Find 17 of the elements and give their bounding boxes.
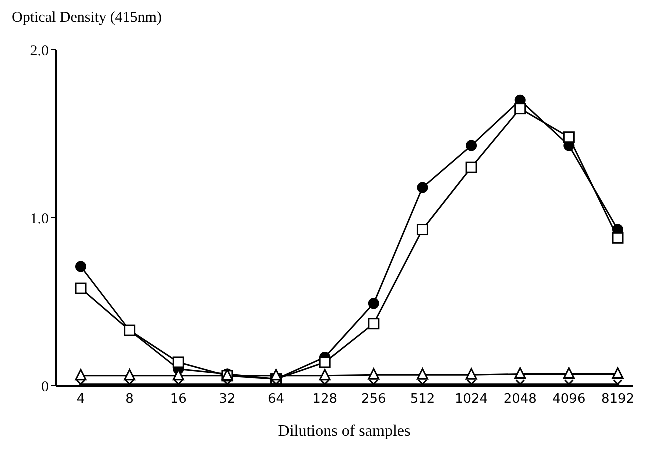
y-tick-label: 2.0 <box>30 43 49 60</box>
x-tick-label: 1024 <box>455 392 488 408</box>
y-axis-title: Optical Density (415nm) <box>12 10 162 27</box>
x-tick-label: 32 <box>219 392 236 408</box>
x-tick-label: 8 <box>126 392 134 408</box>
x-tick-label: 4 <box>76 392 86 408</box>
x-tick-label: 2048 <box>504 392 537 408</box>
y-tick-label: 1.0 <box>30 211 49 228</box>
x-tick-label: 4096 <box>552 392 586 408</box>
y-tick-label: 0 <box>42 379 49 396</box>
x-tick-label: 64 <box>268 392 285 408</box>
x-tick-label: 512 <box>410 392 436 408</box>
x-tick-label: 8192 <box>601 392 635 408</box>
x-tick-label: 16 <box>170 392 187 408</box>
x-axis-title: Dilutions of samples <box>278 423 411 440</box>
x-tick-label: 128 <box>312 392 338 408</box>
x-tick-label: 256 <box>361 392 386 408</box>
